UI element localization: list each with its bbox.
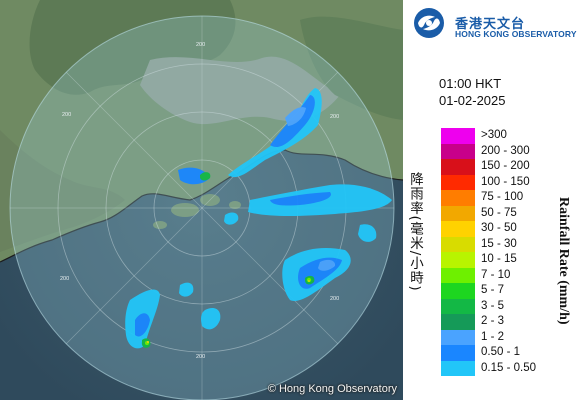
legend-row: 75 - 100: [441, 190, 576, 206]
observatory-logo[interactable]: 香港天文台 HONG KONG OBSERVATORY: [411, 6, 576, 40]
legend-swatch: [441, 128, 475, 144]
logo-english-name: HONG KONG OBSERVATORY: [455, 29, 577, 39]
legend-swatch: [441, 252, 475, 268]
legend-label: >300: [481, 129, 507, 141]
legend-swatch: [441, 143, 475, 159]
legend-label: 75 - 100: [481, 191, 524, 203]
observation-time: 01:00 HKT: [439, 76, 502, 91]
legend-swatch: [441, 221, 475, 237]
logo-chinese-name: 香港天文台: [455, 17, 526, 32]
legend-swatch: [441, 267, 475, 283]
unit-label-chinese: 降雨率(毫米/小時): [407, 172, 423, 292]
legend-row: 15 - 30: [441, 236, 576, 252]
legend-row: 0.15 - 0.50: [441, 360, 576, 376]
legend-row: 3 - 5: [441, 298, 576, 314]
legend-label: 100 - 150: [481, 175, 530, 188]
observation-date: 01-02-2025: [439, 93, 506, 108]
ring-label: 200: [196, 354, 205, 360]
legend-label: 0.50 - 1: [481, 346, 520, 358]
legend-row: 2 - 3: [441, 314, 576, 330]
legend-label: 50 - 75: [481, 206, 517, 219]
land-east: [300, 16, 403, 121]
legend-label: 10 - 15: [481, 253, 517, 265]
ring-label: 200: [196, 42, 205, 48]
legend-label: 30 - 50: [481, 222, 517, 234]
legend-swatch: [441, 236, 475, 252]
legend-swatch: [441, 298, 475, 314]
radar-map[interactable]: 200 200 200 200 200 200: [0, 0, 403, 400]
legend-label: 5 - 7: [481, 284, 505, 296]
coastline: [0, 149, 403, 263]
legend-row: 150 - 200: [441, 159, 576, 175]
legend-label: 2 - 3: [481, 315, 505, 327]
copyright-credit: © Hong Kong Observatory: [267, 383, 397, 395]
ring-label: 200: [330, 114, 339, 120]
ring-label: 200: [330, 296, 339, 302]
legend-swatch: [441, 205, 475, 221]
legend-row: 5 - 7: [441, 283, 576, 299]
legend-swatch: [441, 329, 475, 345]
radar-map-canvas: 200 200 200 200 200 200: [0, 0, 403, 400]
range-ring-labels: 200 200 200 200 200 200: [60, 42, 339, 360]
legend-row: >300: [441, 128, 576, 144]
islands: [153, 194, 241, 229]
legend-row: 200 - 300: [441, 143, 576, 159]
legend-swatch: [441, 314, 475, 330]
legend-panel: 香港天文台 HONG KONG OBSERVATORY 01:00 HKT 01…: [403, 0, 577, 400]
legend-swatch: [441, 159, 475, 175]
legend-swatch: [441, 174, 475, 190]
rainfall-legend: >300 200 - 300 150 - 200 100 - 150 75 - …: [441, 128, 576, 376]
legend-label: 0.15 - 0.50: [481, 361, 536, 374]
legend-label: 7 - 10: [481, 268, 511, 281]
legend-swatch: [441, 190, 475, 206]
legend-row: 30 - 50: [441, 221, 576, 237]
ring-label: 200: [62, 112, 71, 118]
observatory-emblem-icon: [414, 8, 444, 38]
legend-label: 15 - 30: [481, 237, 517, 250]
legend-label: 150 - 200: [481, 160, 530, 172]
legend-row: 1 - 2: [441, 329, 576, 345]
legend-label: 200 - 300: [481, 144, 530, 157]
land-urban: [140, 56, 340, 125]
legend-row: 0.50 - 1: [441, 345, 576, 361]
legend-swatch: [441, 360, 475, 376]
rain-echoes: [125, 88, 392, 349]
legend-swatch: [441, 345, 475, 361]
ring-label: 200: [60, 276, 69, 282]
legend-swatch: [441, 283, 475, 299]
unit-label-english: Rainfall Rate (mm/h): [556, 197, 571, 325]
legend-row: 100 - 150: [441, 174, 576, 190]
land-highlands: [29, 0, 236, 95]
land-west: [0, 130, 125, 252]
legend-label: 1 - 2: [481, 330, 505, 343]
legend-row: 7 - 10: [441, 267, 576, 283]
legend-row: 10 - 15: [441, 252, 576, 268]
legend-label: 3 - 5: [481, 299, 505, 312]
legend-row: 50 - 75: [441, 205, 576, 221]
